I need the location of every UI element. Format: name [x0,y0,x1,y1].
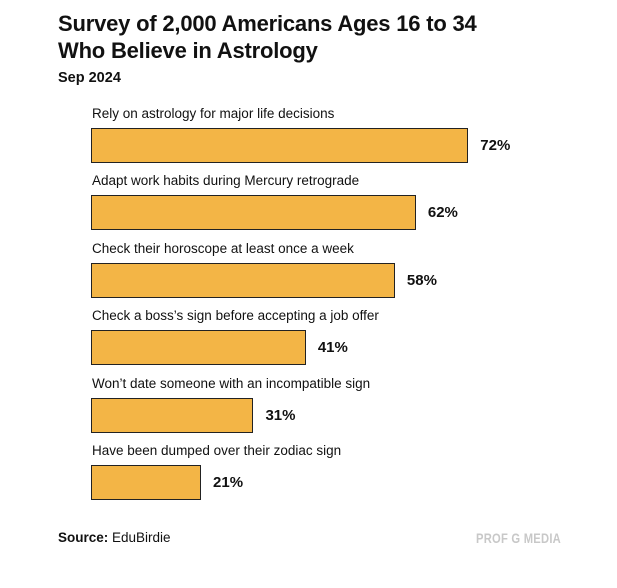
value-label: 21% [213,474,244,491]
bar [91,465,202,500]
title-line-1: Survey of 2,000 Americans Ages 16 to 34 [58,11,477,36]
value-label: 41% [317,339,348,357]
value-label: 62% [427,204,458,222]
title-line-2: Who Believe in Astrology [58,38,318,63]
category-label: Won’t date someone with an incompatible … [92,375,371,391]
chart-title: Survey of 2,000 Americans Ages 16 to 34 … [58,10,477,64]
category-label: Check a boss’s sign before accepting a j… [92,308,379,324]
bar [91,397,254,433]
value-label: 31% [265,406,296,424]
source-name: EduBirdie [112,530,171,545]
brand-logo: PROF G MEDIA [476,530,562,546]
chart-subtitle: Sep 2024 [58,70,121,86]
source-label: Source: [58,530,109,545]
category-label: Have been dumped over their zodiac sign [92,443,342,458]
bar [91,330,306,366]
bar [91,262,395,298]
value-label: 72% [480,137,511,154]
category-label: Check their horoscope at least once a we… [92,240,354,256]
bar [91,195,416,231]
source-note: Source: EduBirdie [58,530,171,545]
value-label: 58% [406,271,437,289]
category-label: Rely on astrology for major life decisio… [92,106,335,121]
category-label: Adapt work habits during Mercury retrogr… [92,173,360,189]
bar [91,128,469,163]
